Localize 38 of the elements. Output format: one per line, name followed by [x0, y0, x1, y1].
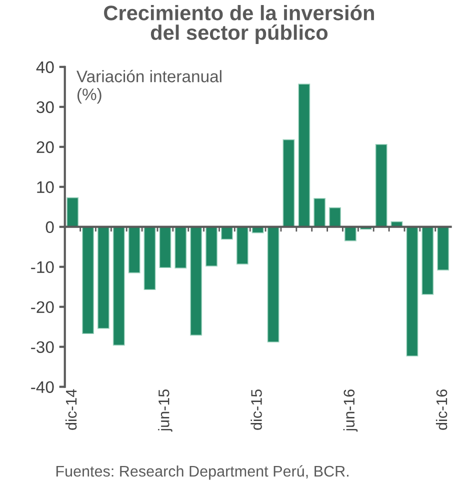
- bar: [66, 197, 79, 228]
- y-axis-title: Variación interanual (%): [76, 70, 222, 104]
- bar: [437, 226, 450, 270]
- source-note: Fuentes: Research Department Perú, BCR.: [56, 465, 348, 480]
- y-tick-label: -10: [31, 261, 54, 274]
- bar: [344, 226, 356, 242]
- bar: [282, 139, 295, 228]
- bar: [267, 226, 280, 342]
- bar: [206, 226, 218, 266]
- bar: [174, 226, 187, 268]
- y-tick-label: 10: [37, 181, 54, 194]
- x-tick-label: dic-16: [436, 390, 448, 430]
- y-tick-label: -30: [31, 341, 54, 354]
- y-tick-label: 20: [36, 141, 54, 154]
- bar: [112, 226, 125, 346]
- x-tick-label: jun-15: [158, 389, 172, 432]
- bar: [298, 84, 310, 228]
- bar: [375, 144, 388, 228]
- bar: [159, 226, 172, 268]
- bar: [422, 226, 434, 295]
- x-tick-label: dic-15: [250, 389, 262, 430]
- bar: [144, 226, 156, 290]
- bar: [329, 207, 341, 228]
- bar: [97, 226, 110, 329]
- bar: [314, 198, 326, 228]
- bar: [128, 226, 140, 274]
- bar: [406, 226, 418, 356]
- y-tick-label: -40: [31, 381, 54, 394]
- x-tick-label: dic-14: [65, 389, 77, 430]
- bar: [190, 226, 202, 336]
- bar: [236, 226, 248, 264]
- chart-title: Crecimiento de la inversión del sector público: [104, 4, 374, 44]
- bar: [82, 226, 94, 334]
- y-tick-label: 40: [36, 61, 54, 74]
- y-tick-label: 0: [46, 221, 54, 234]
- y-tick-label: -20: [31, 301, 54, 314]
- x-tick-label: jun-16: [343, 390, 358, 432]
- y-tick-label: 30: [36, 101, 54, 114]
